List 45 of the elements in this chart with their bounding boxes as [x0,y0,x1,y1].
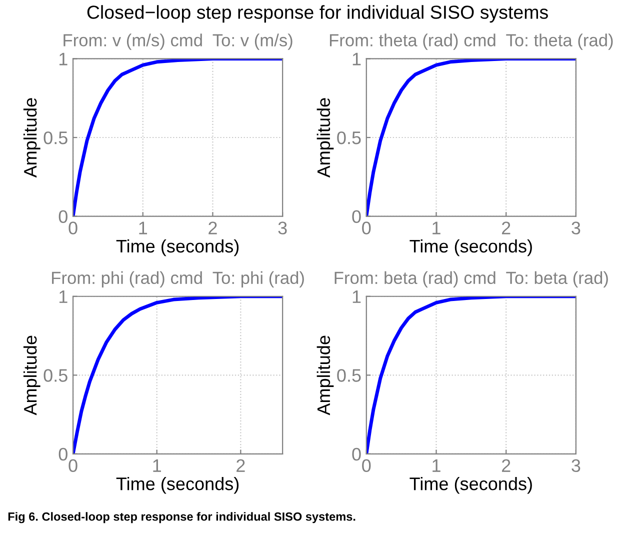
x-tick-label: 0 [68,222,78,234]
line-series [73,296,283,454]
line-series [366,58,576,216]
x-axis-title: Time (seconds) [410,239,532,256]
x-axis-title: Time (seconds) [116,239,239,256]
text: Closed−loop step response for individual SISO systems [87,5,548,23]
x-tick-label: 1 [153,459,161,472]
y-tick-label: 0.5 [337,131,361,144]
y-tick-label: 0 [58,448,68,461]
x-tick-label: 2 [208,222,217,234]
y-tick-label: 1 [60,52,68,66]
x-tick-label: 1 [139,222,148,234]
x-tick-label: 1 [432,459,440,472]
x-tick-label: 2 [502,459,510,472]
y-axis-title: Amplitude [23,336,40,416]
y-tick-label: 1 [352,52,361,66]
y-tick-label: 1 [352,290,361,303]
chart-title: From: v (m/s) cmd To: v (m/s) [64,34,292,50]
y-tick-label: 0.5 [44,131,68,144]
caption: Fig 6. Closed-loop step response for individual SISO systems. [8,512,356,524]
x-tick-label: 3 [278,222,287,234]
x-tick-label: 0 [362,459,371,472]
line-series [73,58,283,216]
x-tick-label: 1 [432,222,440,234]
y-tick-label: 0.5 [337,369,361,382]
y-tick-label: 0.5 [44,369,68,382]
chart-title: From: beta (rad) cmd To: beta (rad) [334,271,608,288]
x-axis-title: Time (seconds) [410,476,532,494]
y-axis-title: Amplitude [316,336,334,416]
x-tick-label: 2 [236,459,245,472]
y-tick-label: 0 [352,448,361,461]
x-tick-label: 2 [502,222,510,234]
chart-title: From: theta (rad) cmd To: theta (rad) [330,34,613,50]
line-series [366,296,576,454]
x-tick-label: 0 [362,222,371,234]
y-tick-label: 1 [60,290,68,303]
x-tick-label: 3 [572,459,580,472]
x-tick-label: 3 [572,222,580,234]
y-axis-title: Amplitude [316,98,334,178]
y-tick-label: 0 [58,210,68,223]
chart-title: From: phi (rad) cmd To: phi (rad) [52,271,304,288]
y-axis-title: Amplitude [23,98,40,178]
x-tick-label: 0 [68,459,78,472]
x-axis-title: Time (seconds) [116,476,239,494]
y-tick-label: 0 [352,210,361,223]
